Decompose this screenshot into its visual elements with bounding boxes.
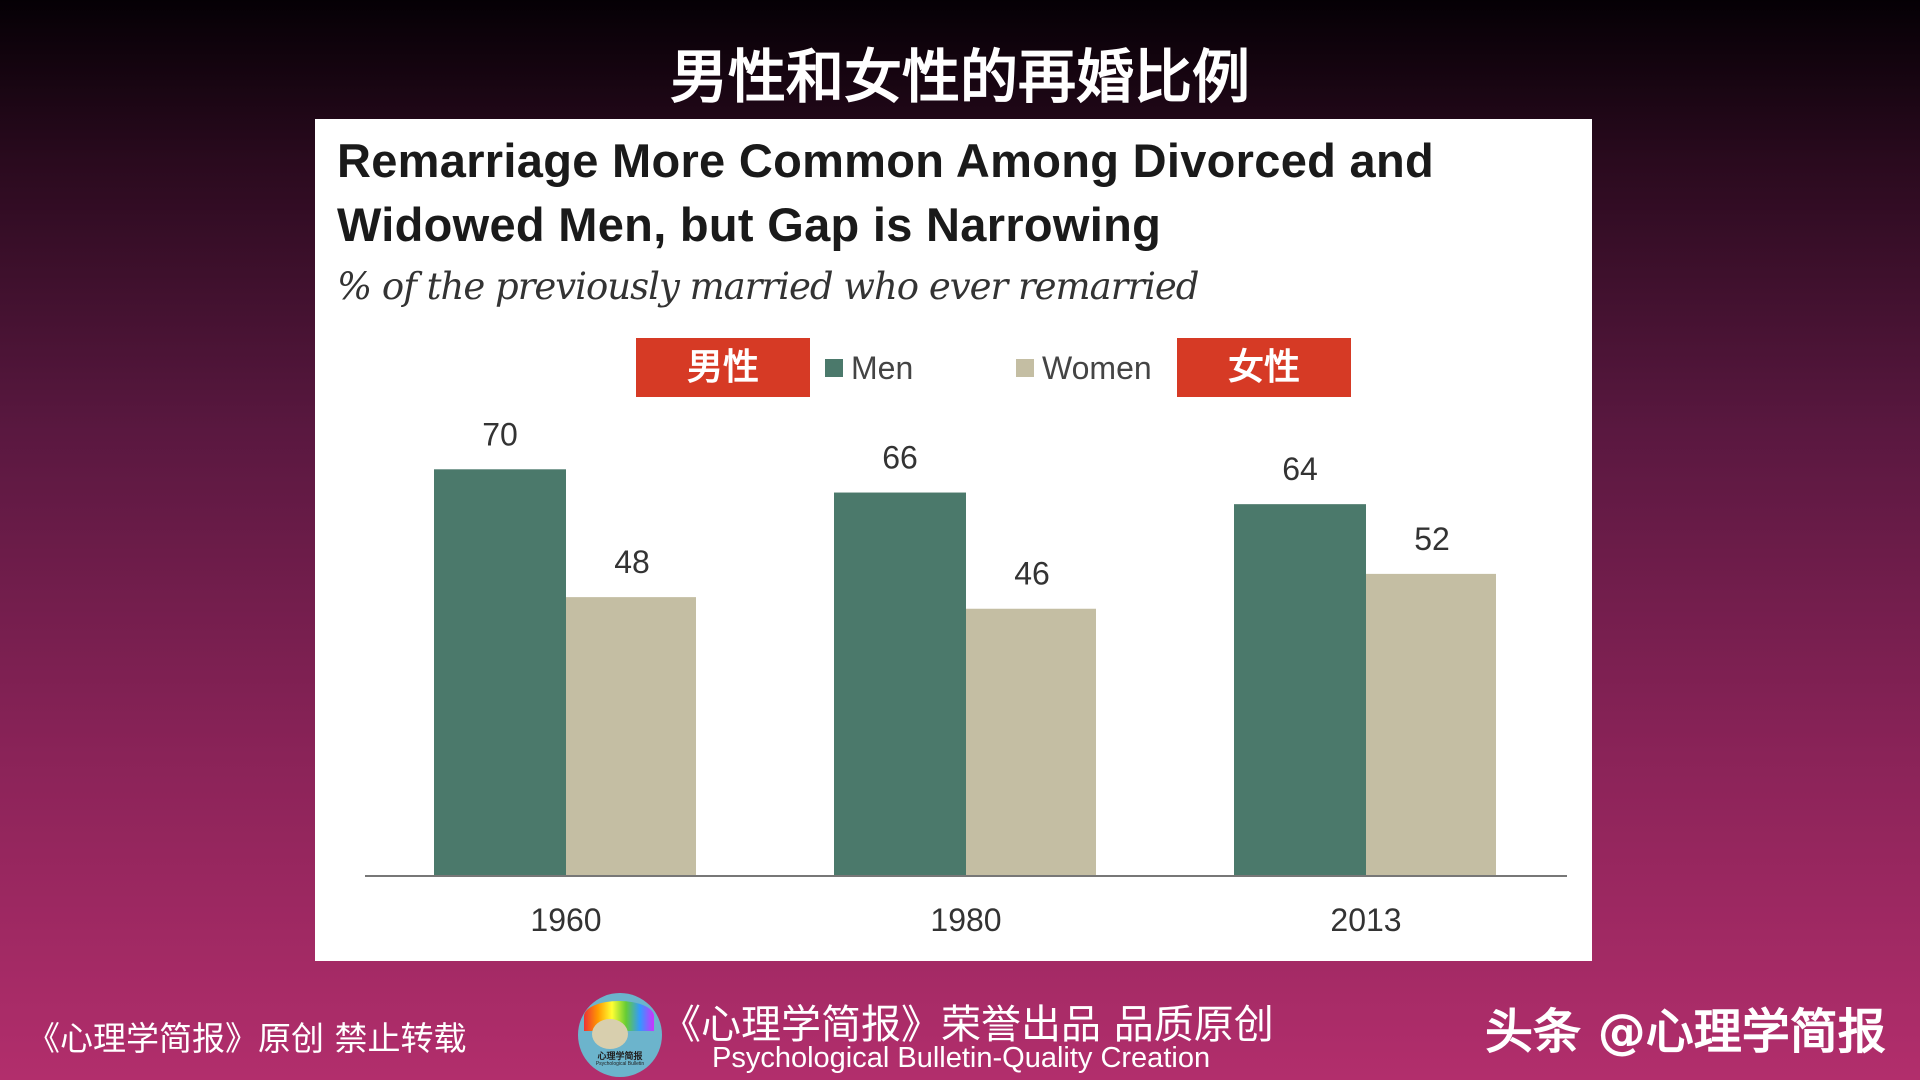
psychological-bulletin-logo: 心理学简报 Psychological Bulletin: [578, 993, 662, 1077]
toutiao-account: 头条 @心理学简报: [1485, 1004, 1886, 1060]
page-title: 男性和女性的再婚比例: [669, 43, 1250, 111]
bar-chart: 70 48 1960 66 46 1980 64 52 2013: [365, 416, 1567, 938]
legend-swatch-women: [1016, 359, 1034, 377]
data-label-men-1960: 70: [482, 416, 518, 452]
chart-panel: Remarriage More Common Among Divorced an…: [315, 119, 1592, 961]
chart-title-line-2: Widowed Men, but Gap is Narrowing: [337, 198, 1162, 251]
bar-women-1960: [566, 597, 696, 876]
bar-men-2013: [1234, 504, 1366, 876]
x-tick-label-1980: 1980: [930, 902, 1001, 938]
copyright-notice: 《心理学简报》原创 禁止转载: [27, 1019, 467, 1058]
footer-slogan-english: Psychological Bulletin-Quality Creation: [712, 1042, 1211, 1074]
bar-men-1960: [434, 469, 566, 876]
men-annotation-label: 男性: [636, 338, 810, 397]
legend-label-men: Men: [851, 350, 914, 386]
chart-subtitle: % of the previously married who ever rem…: [337, 265, 1199, 308]
bar-men-1980: [834, 492, 966, 876]
logo-text: 心理学简报: [597, 1051, 643, 1061]
bar-women-2013: [1366, 573, 1496, 876]
footer-slogan: 《心理学简报》荣誉出品 品质原创: [661, 1002, 1274, 1048]
chart-title: Remarriage More Common Among Divorced an…: [337, 129, 1434, 257]
legend-swatch-men: [825, 359, 843, 377]
women-annotation-label: 女性: [1177, 338, 1351, 397]
x-tick-label-2013: 2013: [1330, 902, 1401, 938]
chart-title-line-1: Remarriage More Common Among Divorced an…: [337, 134, 1434, 187]
bar-women-1980: [966, 608, 1096, 876]
data-label-men-1980: 66: [882, 440, 918, 476]
x-tick-label-1960: 1960: [530, 902, 601, 938]
data-label-women-1960: 48: [614, 544, 650, 580]
data-label-women-2013: 52: [1414, 521, 1450, 557]
legend-label-women: Women: [1042, 350, 1152, 386]
logo-subtext: Psychological Bulletin: [595, 1061, 645, 1067]
data-label-women-1980: 46: [1014, 556, 1050, 592]
data-label-men-2013: 64: [1282, 451, 1318, 487]
